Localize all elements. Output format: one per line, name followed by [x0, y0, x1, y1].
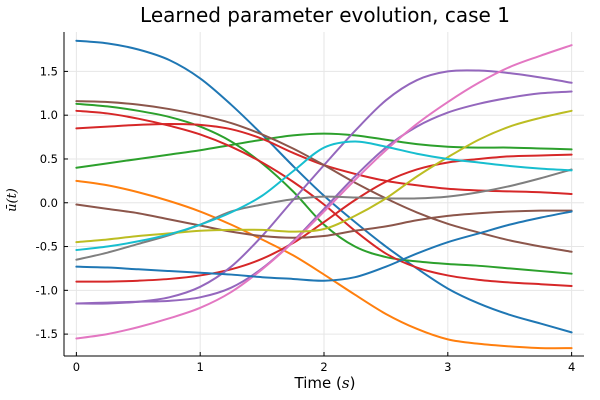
y-tick-label: 0.0: [40, 196, 58, 210]
y-tick-label: 0.5: [40, 152, 58, 166]
x-axis-label: Time (s): [294, 374, 356, 392]
x-tick-label: 0: [73, 360, 80, 374]
y-tick-label: -1.5: [36, 327, 58, 341]
series-line-12: [75, 44, 573, 340]
x-tick-label: 4: [568, 360, 575, 374]
series-line-9: [75, 90, 573, 305]
y-tick-label: 1.0: [40, 108, 58, 122]
series-line-10: [75, 100, 573, 253]
series-line-6: [75, 109, 573, 287]
x-tick-label: 1: [197, 360, 204, 374]
y-tick-label: 1.5: [40, 64, 58, 78]
series-line-2: [75, 179, 573, 350]
chart-title: Learned parameter evolution, case 1: [140, 3, 510, 27]
series-line-3: [75, 102, 573, 275]
series-group: [75, 39, 573, 350]
x-axis-label-unit: s: [342, 374, 350, 392]
x-tick-label: 3: [444, 360, 451, 374]
x-tick-label: 2: [320, 360, 327, 374]
x-axis-label-prefix: Time (: [294, 374, 342, 392]
series-line-16: [75, 210, 573, 282]
y-tick-label: -0.5: [36, 240, 58, 254]
axes: [63, 32, 584, 357]
series-line-13: [75, 168, 573, 261]
tick-labels: 0 1 2 3 4 -1.5 -1.0 -0.5 0.0 0.5 1.0 1.5: [36, 64, 576, 374]
series-line-15: [75, 140, 573, 252]
x-axis-label-suffix: ): [350, 374, 356, 392]
y-tick-label: -1.0: [36, 283, 58, 297]
series-line-11: [75, 203, 573, 239]
series-line-7: [75, 153, 573, 283]
y-axis-label: ū(t): [5, 188, 20, 212]
series-line-4: [75, 132, 573, 169]
series-line-14: [75, 109, 573, 244]
